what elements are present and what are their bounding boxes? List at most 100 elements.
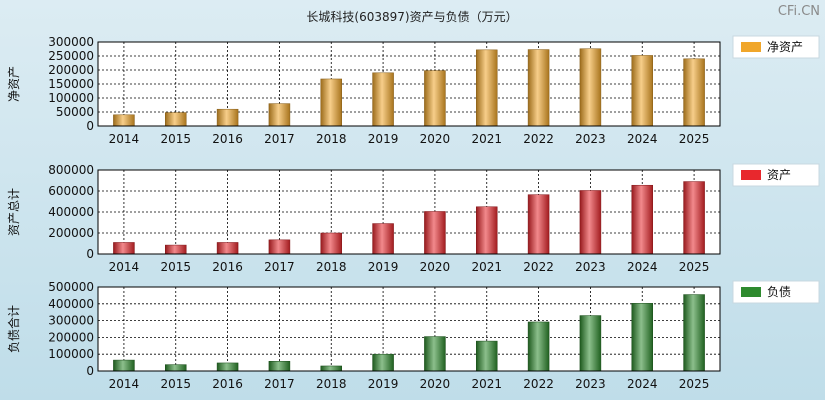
bar-2021: [476, 49, 498, 127]
bar-2014: [113, 242, 135, 255]
bar-2025: [683, 181, 705, 255]
bar-2025: [683, 294, 705, 372]
y-tick-label: 0: [86, 119, 94, 133]
x-tick-label: 2014: [109, 260, 140, 274]
x-tick-label: 2015: [160, 132, 191, 146]
bar-2024: [631, 55, 653, 127]
bar-2022: [527, 49, 550, 127]
x-tick-label: 2024: [627, 260, 658, 274]
x-tick-label: 2022: [523, 260, 554, 274]
y-tick-label: 400000: [48, 297, 94, 311]
y-axis-label: 负债合计: [6, 305, 21, 353]
y-tick-label: 100000: [48, 91, 94, 105]
panel-3: 0 100000 200000 300000 400000 500000 2014 2015 2…: [6, 280, 820, 391]
plot-border: [97, 169, 721, 255]
bar-2022: [527, 321, 550, 372]
bar-2022: [527, 194, 550, 255]
bar-2021: [476, 340, 498, 372]
x-tick-label: 2020: [420, 260, 451, 274]
x-tick-label: 2016: [212, 132, 243, 146]
bar-2020: [424, 70, 446, 127]
bar-2020: [424, 336, 446, 372]
bar-2018: [320, 365, 342, 372]
x-tick-label: 2025: [679, 377, 710, 391]
plot-border: [97, 41, 721, 127]
y-tick-label: 600000: [48, 184, 94, 198]
bar-2016: [216, 242, 239, 255]
plot-border: [97, 286, 721, 372]
x-tick-label: 2015: [160, 260, 191, 274]
bar-2023: [579, 315, 602, 372]
bar-2015: [165, 112, 187, 127]
legend-swatch: [741, 42, 761, 52]
x-tick-label: 2017: [264, 132, 295, 146]
y-tick-label: 200000: [48, 226, 94, 240]
panel-2: 0 200000 400000 600000 800000 2014 2015 2016 201…: [7, 163, 820, 274]
x-tick-label: 2018: [316, 132, 347, 146]
bar-2019: [372, 223, 394, 255]
x-tick-label: 2023: [575, 132, 606, 146]
legend: 负债: [732, 280, 820, 304]
x-tick-label: 2024: [627, 132, 658, 146]
bar-2020: [424, 211, 446, 255]
bar-2024: [631, 303, 653, 372]
x-tick-label: 2021: [471, 377, 502, 391]
x-tick-label: 2021: [471, 132, 502, 146]
x-tick-label: 2018: [316, 260, 347, 274]
x-tick-label: 2016: [212, 377, 243, 391]
y-tick-label: 800000: [48, 163, 94, 177]
x-tick-label: 2015: [160, 377, 191, 391]
bar-2019: [372, 72, 394, 127]
y-tick-label: 0: [86, 247, 94, 261]
y-tick-label: 300000: [48, 314, 94, 328]
y-tick-label: 500000: [48, 280, 94, 294]
x-tick-label: 2020: [420, 377, 451, 391]
legend: 净资产: [732, 35, 820, 59]
legend-box: [732, 280, 820, 304]
bar-2014: [113, 114, 135, 127]
y-tick-label: 150000: [48, 77, 94, 91]
y-tick-label: 50000: [56, 105, 94, 119]
bar-2015: [165, 244, 187, 255]
legend-swatch: [741, 287, 761, 297]
x-tick-label: 2019: [368, 260, 399, 274]
y-axis-label: 资产总计: [7, 188, 21, 236]
x-tick-label: 2020: [420, 132, 451, 146]
x-tick-label: 2025: [679, 260, 710, 274]
plot-area: [97, 286, 721, 372]
x-tick-label: 2017: [264, 377, 295, 391]
bar-2017: [268, 361, 291, 372]
bar-2021: [476, 206, 498, 255]
y-tick-label: 250000: [48, 49, 94, 63]
x-tick-label: 2024: [627, 377, 658, 391]
bar-2014: [113, 359, 135, 372]
bar-2017: [268, 239, 291, 255]
bar-2023: [579, 48, 602, 127]
x-tick-label: 2023: [575, 260, 606, 274]
y-tick-label: 300000: [48, 35, 94, 49]
bar-2023: [579, 190, 602, 255]
x-tick-label: 2019: [368, 377, 399, 391]
bar-2017: [268, 103, 291, 127]
x-tick-label: 2019: [368, 132, 399, 146]
x-tick-label: 2021: [471, 260, 502, 274]
legend-label: 负债: [767, 285, 791, 299]
legend-label: 资产: [767, 168, 791, 182]
bar-2018: [320, 232, 342, 255]
y-tick-label: 100000: [48, 347, 94, 361]
x-tick-label: 2017: [264, 260, 295, 274]
x-tick-label: 2016: [212, 260, 243, 274]
bar-2016: [216, 108, 239, 127]
watermark: CFi.CN: [778, 4, 820, 19]
y-axis-label: 净资产: [7, 66, 21, 102]
x-tick-label: 2025: [679, 132, 710, 146]
y-tick-label: 400000: [48, 205, 94, 219]
legend-box: [732, 163, 820, 187]
y-tick-label: 200000: [48, 330, 94, 344]
legend-label: 净资产: [767, 40, 803, 54]
bar-2015: [165, 364, 187, 372]
x-tick-label: 2014: [109, 132, 140, 146]
x-tick-label: 2018: [316, 377, 347, 391]
